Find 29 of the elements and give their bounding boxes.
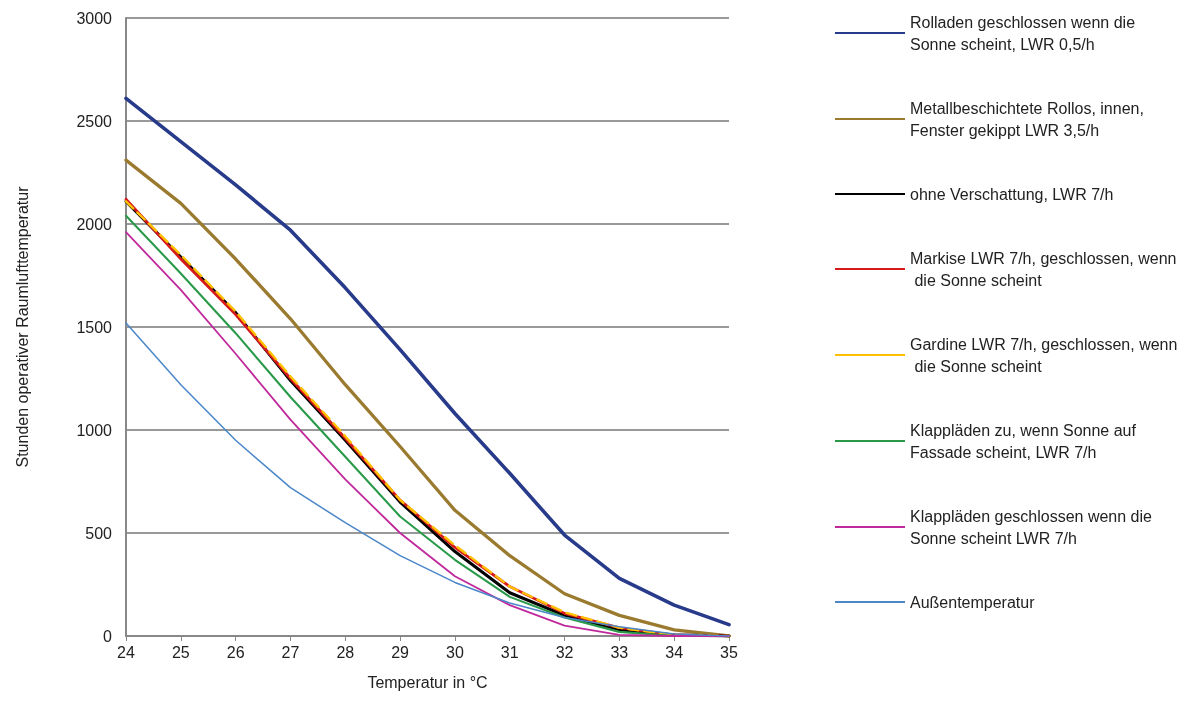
legend-label: Klappläden zu, wenn Sonne auf Fassade scheint, LWR 7/h: [910, 421, 1141, 461]
x-tick-label: 27: [281, 643, 300, 661]
x-tick-label: 24: [117, 643, 135, 661]
y-tick-label: 0: [103, 627, 113, 645]
legend-label: Gardine LWR 7/h, geschlossen, wenn die Sonne scheint: [910, 335, 1178, 375]
legend-label: Markise LWR 7/h, geschlossen, wenn die Sonne scheint: [910, 249, 1177, 289]
y-axis-title: Stunden operativer Raumlufttemperatur: [13, 185, 31, 468]
legend-label: Metallbeschichtete Rollos, innen, Fenster gekippt LWR 3,5/h: [910, 99, 1149, 139]
x-tick-label: 29: [391, 643, 410, 661]
x-axis-title: Temperatur in °C: [367, 673, 488, 691]
y-tick-label: 2500: [76, 112, 113, 130]
x-tick-label: 33: [610, 643, 629, 661]
y-tick-label: 1000: [76, 421, 113, 439]
y-tick-label: 500: [85, 524, 113, 542]
x-tick-label: 31: [500, 643, 519, 661]
y-tick-label: 1500: [76, 318, 113, 336]
legend-label: Außentemperatur: [910, 593, 1036, 611]
legend-label: Rolladen geschlossen wenn die Sonne scheint, LWR 0,5/h: [910, 13, 1140, 53]
x-tick-label: 25: [171, 643, 190, 661]
y-tick-label: 2000: [76, 215, 113, 233]
y-tick-label: 3000: [76, 9, 113, 27]
x-tick-label: 34: [665, 643, 684, 661]
x-tick-label: 30: [446, 643, 464, 661]
x-tick-label: 28: [336, 643, 355, 661]
legend-label: ohne Verschattung, LWR 7/h: [910, 185, 1114, 203]
x-tick-label: 26: [226, 643, 245, 661]
legend-label: Klappläden geschlossen wenn die Sonne scheint LWR 7/h: [910, 507, 1157, 547]
x-tick-label: 32: [555, 643, 574, 661]
x-tick-label: 35: [720, 643, 738, 661]
